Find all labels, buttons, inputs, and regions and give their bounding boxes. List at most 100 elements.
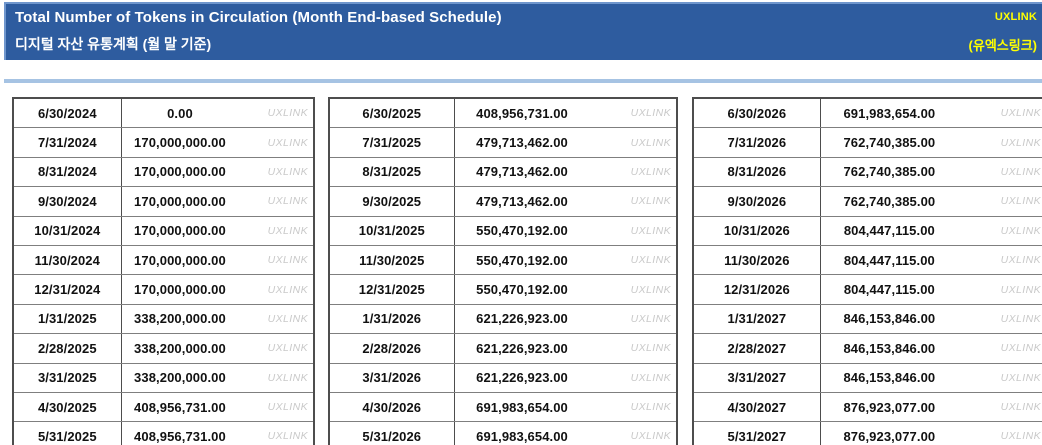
table-row: 1/31/2025 338,200,000.00 UXLINK [14,304,313,335]
date-cell: 7/31/2024 [14,128,122,157]
value-cell: 338,200,000.00 [134,370,226,386]
value-cell: 408,956,731.00 [134,399,226,415]
value-cell: 876,923,077.00 [843,399,936,415]
uxlink-watermark: UXLINK [1000,107,1041,120]
uxlink-watermark: UXLINK [630,342,671,355]
uxlink-watermark: UXLINK [1000,401,1041,414]
uxlink-watermark: UXLINK [1000,224,1041,237]
table-row: 2/28/2025 338,200,000.00 UXLINK [14,334,313,364]
value-cell: 621,226,923.00 [476,340,568,356]
schedule-table-2025-2026: 6/30/2025 408,956,731.00 UXLINK 7/31/2025 47… [328,97,678,445]
brand-name-english: UXLINK [994,11,1037,23]
table-row: 11/30/2025 550,470,192.00 UXLINK [330,245,676,276]
uxlink-watermark: UXLINK [630,254,671,267]
date-cell: 1/31/2025 [14,304,122,334]
value-cell: 876,923,077.00 [843,428,936,444]
date-cell: 6/30/2025 [330,99,455,128]
value-cell: 621,226,923.00 [476,311,568,327]
table-row: 9/30/2024 170,000,000.00 UXLINK [14,187,313,217]
value-cell: 338,200,000.00 [134,311,226,327]
table-row: 4/30/2027 876,923,077.00 UXLINK [694,392,1042,423]
uxlink-watermark: UXLINK [267,254,308,267]
uxlink-watermark: UXLINK [630,430,671,443]
value-cell: 170,000,000.00 [134,193,226,209]
date-cell: 3/31/2026 [330,363,455,392]
brand-block: UXLINK (유엑스링크) [969,9,1037,54]
date-cell: 6/30/2024 [14,99,122,128]
uxlink-watermark: UXLINK [630,165,671,178]
date-cell: 11/30/2024 [14,245,122,275]
date-cell: 4/30/2027 [694,392,821,422]
date-cell: 9/30/2026 [694,187,821,216]
value-cell: 621,226,923.00 [476,370,568,386]
uxlink-watermark: UXLINK [1000,195,1041,208]
uxlink-watermark: UXLINK [630,107,671,120]
value-cell: 691,983,654.00 [843,105,936,121]
date-cell: 10/31/2024 [14,216,122,245]
table-row: 7/31/2026 762,740,385.00 UXLINK [694,128,1042,158]
date-cell: 12/31/2026 [694,275,821,304]
table-row: 7/31/2025 479,713,462.00 UXLINK [330,128,676,158]
uxlink-watermark: UXLINK [1000,371,1041,384]
date-cell: 10/31/2025 [330,216,455,245]
value-cell: 762,740,385.00 [843,164,936,180]
value-cell: 691,983,654.00 [476,428,568,444]
date-cell: 11/30/2025 [330,245,455,275]
value-cell: 846,153,846.00 [843,340,936,356]
separator-rule [4,79,1042,83]
date-cell: 2/28/2025 [14,334,122,363]
table-row: 12/31/2024 170,000,000.00 UXLINK [14,275,313,305]
table-row: 10/31/2025 550,470,192.00 UXLINK [330,216,676,246]
date-cell: 12/31/2024 [14,275,122,304]
uxlink-watermark: UXLINK [267,107,308,120]
table-row: 2/28/2026 621,226,923.00 UXLINK [330,334,676,364]
uxlink-watermark: UXLINK [1000,254,1041,267]
value-cell: 550,470,192.00 [476,282,568,298]
table-row: 8/31/2025 479,713,462.00 UXLINK [330,157,676,188]
table-row: 4/30/2026 691,983,654.00 UXLINK [330,392,676,423]
value-cell: 170,000,000.00 [134,223,226,239]
value-cell: 170,000,000.00 [134,282,226,298]
uxlink-watermark: UXLINK [267,195,308,208]
date-cell: 5/31/2026 [330,422,455,445]
value-cell: 408,956,731.00 [134,428,226,444]
date-cell: 8/31/2024 [14,157,122,187]
table-row: 10/31/2026 804,447,115.00 UXLINK [694,216,1042,246]
value-cell: 479,713,462.00 [476,193,568,209]
table-row: 12/31/2026 804,447,115.00 UXLINK [694,275,1042,305]
date-cell: 3/31/2025 [14,363,122,392]
value-cell: 804,447,115.00 [843,252,935,268]
uxlink-watermark: UXLINK [267,165,308,178]
value-cell: 170,000,000.00 [134,135,226,151]
schedule-tables: 6/30/2024 0.00 UXLINK 7/31/2024 170,000,000.… [12,97,1042,445]
date-cell: 5/31/2027 [694,422,821,445]
table-row: 7/31/2024 170,000,000.00 UXLINK [14,128,313,158]
value-cell: 170,000,000.00 [134,252,226,268]
uxlink-watermark: UXLINK [267,342,308,355]
value-cell: 170,000,000.00 [134,164,226,180]
uxlink-watermark: UXLINK [1000,283,1041,296]
table-row: 8/31/2026 762,740,385.00 UXLINK [694,157,1042,188]
date-cell: 4/30/2025 [14,392,122,422]
value-cell: 846,153,846.00 [843,370,936,386]
value-cell: 550,470,192.00 [476,223,568,239]
date-cell: 12/31/2025 [330,275,455,304]
table-row: 2/28/2027 846,153,846.00 UXLINK [694,334,1042,364]
uxlink-watermark: UXLINK [267,401,308,414]
value-cell: 550,470,192.00 [476,252,568,268]
table-row: 1/31/2027 846,153,846.00 UXLINK [694,304,1042,335]
value-cell: 762,740,385.00 [843,135,936,151]
value-cell: 479,713,462.00 [476,164,568,180]
value-cell: 0.00 [167,105,193,121]
uxlink-watermark: UXLINK [630,371,671,384]
value-cell: 691,983,654.00 [476,399,568,415]
date-cell: 7/31/2025 [330,128,455,157]
table-row: 6/30/2025 408,956,731.00 UXLINK [330,99,676,129]
uxlink-watermark: UXLINK [630,195,671,208]
title-block: Total Number of Tokens in Circulation (M… [15,9,502,54]
uxlink-watermark: UXLINK [1000,430,1041,443]
value-cell: 408,956,731.00 [476,105,568,121]
uxlink-watermark: UXLINK [1000,312,1041,325]
uxlink-watermark: UXLINK [630,224,671,237]
